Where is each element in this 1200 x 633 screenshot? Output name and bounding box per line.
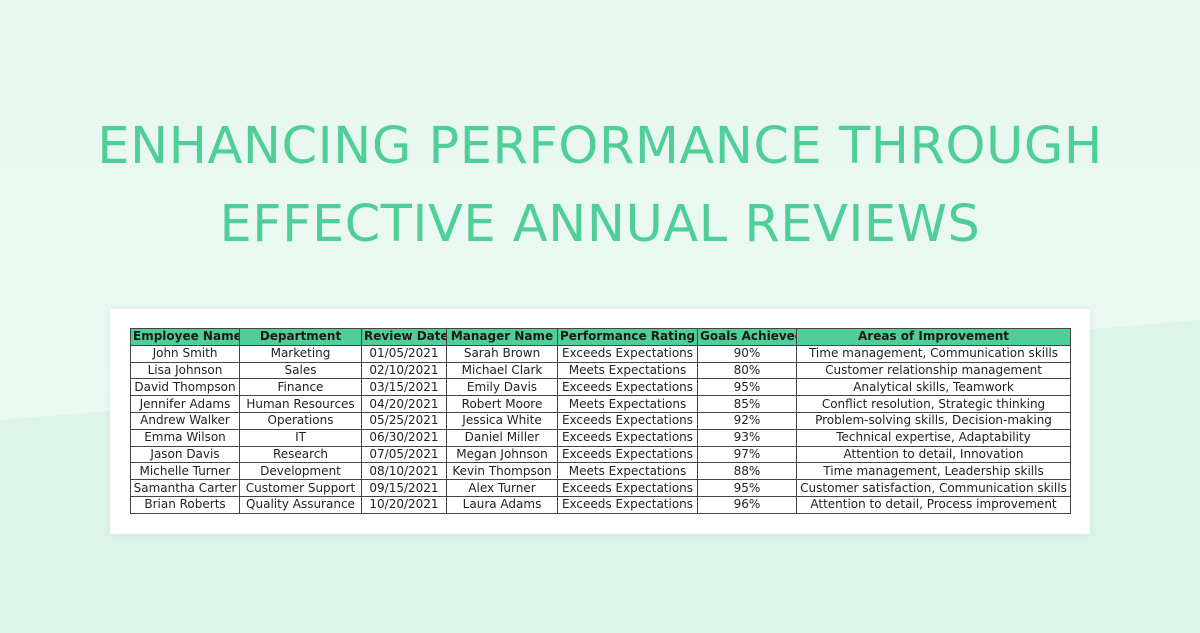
cell-areas-of-improvement[interactable]: Conflict resolution, Strategic thinking	[796, 395, 1071, 413]
cell-manager-name[interactable]: Michael Clark	[446, 361, 558, 380]
cell-areas-of-improvement[interactable]: Attention to detail, Process improvement	[796, 495, 1071, 514]
column-header-goals-achieved: Goals Achieved	[697, 328, 797, 346]
cell-review-date[interactable]: 06/30/2021	[361, 428, 447, 447]
cell-goals-achieved[interactable]: 97%	[697, 445, 797, 464]
table-row: John Smith Marketing 01/05/2021 Sarah Brown…	[130, 344, 1071, 363]
table-row: Lisa Johnson Sales 02/10/2021 Michael Clark…	[130, 361, 1071, 380]
cell-performance-rating[interactable]: Exceeds Expectations	[557, 495, 698, 514]
cell-department[interactable]: Quality Assurance	[239, 495, 362, 514]
table-row: Samantha Carter Customer Support 09/15/202…	[130, 479, 1071, 497]
cell-goals-achieved[interactable]: 85%	[697, 395, 797, 413]
cell-areas-of-improvement[interactable]: Time management, Leadership skills	[796, 462, 1071, 481]
column-header-areas-of-improvement: Areas of Improvement	[796, 328, 1071, 346]
cell-employee-name[interactable]: Brian Roberts	[130, 495, 240, 514]
column-header-performance-rating: Performance Rating	[557, 328, 698, 346]
cell-goals-achieved[interactable]: 95%	[697, 479, 797, 497]
cell-manager-name[interactable]: Emily Davis	[446, 378, 558, 397]
cell-review-date[interactable]: 04/20/2021	[361, 395, 447, 413]
cell-manager-name[interactable]: Megan Johnson	[446, 445, 558, 464]
cell-manager-name[interactable]: Laura Adams	[446, 495, 558, 514]
cell-employee-name[interactable]: Andrew Walker	[130, 411, 240, 430]
cell-goals-achieved[interactable]: 93%	[697, 428, 797, 447]
table-row: Jennifer Adams Human Resources 04/20/2021 R…	[130, 395, 1071, 413]
cell-goals-achieved[interactable]: 90%	[697, 344, 797, 363]
cell-performance-rating[interactable]: Exceeds Expectations	[557, 344, 698, 363]
cell-employee-name[interactable]: John Smith	[130, 344, 240, 363]
cell-review-date[interactable]: 01/05/2021	[361, 344, 447, 363]
cell-employee-name[interactable]: Samantha Carter	[130, 479, 240, 497]
cell-performance-rating[interactable]: Meets Expectations	[557, 395, 698, 413]
table-row: Michelle Turner Development 08/10/2021 Kevi…	[130, 462, 1071, 481]
cell-department[interactable]: Research	[239, 445, 362, 464]
table-row: Emma Wilson IT 06/30/2021 Daniel Miller Exce…	[130, 428, 1071, 447]
cell-areas-of-improvement[interactable]: Attention to detail, Innovation	[796, 445, 1071, 464]
cell-review-date[interactable]: 02/10/2021	[361, 361, 447, 380]
cell-performance-rating[interactable]: Exceeds Expectations	[557, 428, 698, 447]
cell-review-date[interactable]: 05/25/2021	[361, 411, 447, 430]
cell-areas-of-improvement[interactable]: Time management, Communication skills	[796, 344, 1071, 363]
cell-areas-of-improvement[interactable]: Problem-solving skills, Decision-making	[796, 411, 1071, 430]
table-row: Brian Roberts Quality Assurance 10/20/2021…	[130, 495, 1071, 514]
table-row: David Thompson Finance 03/15/2021 Emily Dav…	[130, 378, 1071, 397]
cell-review-date[interactable]: 08/10/2021	[361, 462, 447, 481]
cell-goals-achieved[interactable]: 88%	[697, 462, 797, 481]
cell-performance-rating[interactable]: Exceeds Expectations	[557, 411, 698, 430]
cell-manager-name[interactable]: Daniel Miller	[446, 428, 558, 447]
cell-performance-rating[interactable]: Exceeds Expectations	[557, 479, 698, 497]
table-header-row: Employee Name Department Review Date Man…	[130, 328, 1071, 346]
table-body: John Smith Marketing 01/05/2021 Sarah Brown…	[130, 344, 1071, 514]
cell-manager-name[interactable]: Robert Moore	[446, 395, 558, 413]
spreadsheet-card: Employee Name Department Review Date Man…	[110, 309, 1090, 534]
column-header-manager-name: Manager Name	[446, 328, 558, 346]
page-title-line-1: ENHANCING PERFORMANCE THROUGH	[97, 117, 1103, 176]
cell-employee-name[interactable]: Lisa Johnson	[130, 361, 240, 380]
cell-department[interactable]: Customer Support	[239, 479, 362, 497]
cell-goals-achieved[interactable]: 95%	[697, 378, 797, 397]
cell-goals-achieved[interactable]: 96%	[697, 495, 797, 514]
cell-areas-of-improvement[interactable]: Customer relationship management	[796, 361, 1071, 380]
performance-review-table: Employee Name Department Review Date Man…	[130, 328, 1071, 514]
cell-department[interactable]: Development	[239, 462, 362, 481]
page-title: ENHANCING PERFORMANCE THROUGH EFFECTIVE …	[0, 108, 1200, 264]
cell-employee-name[interactable]: Jason Davis	[130, 445, 240, 464]
cell-manager-name[interactable]: Kevin Thompson	[446, 462, 558, 481]
cell-department[interactable]: Operations	[239, 411, 362, 430]
cell-performance-rating[interactable]: Exceeds Expectations	[557, 378, 698, 397]
column-header-review-date: Review Date	[361, 328, 447, 346]
cell-review-date[interactable]: 10/20/2021	[361, 495, 447, 514]
page-title-line-2: EFFECTIVE ANNUAL REVIEWS	[219, 195, 981, 254]
cell-manager-name[interactable]: Sarah Brown	[446, 344, 558, 363]
cell-performance-rating[interactable]: Exceeds Expectations	[557, 445, 698, 464]
cell-employee-name[interactable]: Jennifer Adams	[130, 395, 240, 413]
cell-manager-name[interactable]: Jessica White	[446, 411, 558, 430]
cell-areas-of-improvement[interactable]: Analytical skills, Teamwork	[796, 378, 1071, 397]
column-header-employee-name: Employee Name	[130, 328, 240, 346]
cell-goals-achieved[interactable]: 92%	[697, 411, 797, 430]
cell-employee-name[interactable]: Emma Wilson	[130, 428, 240, 447]
cell-review-date[interactable]: 03/15/2021	[361, 378, 447, 397]
cell-department[interactable]: Marketing	[239, 344, 362, 363]
column-header-department: Department	[239, 328, 362, 346]
cell-department[interactable]: Human Resources	[239, 395, 362, 413]
cell-performance-rating[interactable]: Meets Expectations	[557, 361, 698, 380]
cell-department[interactable]: IT	[239, 428, 362, 447]
cell-department[interactable]: Finance	[239, 378, 362, 397]
table-row: Jason Davis Research 07/05/2021 Megan Johns…	[130, 445, 1071, 464]
cell-manager-name[interactable]: Alex Turner	[446, 479, 558, 497]
cell-department[interactable]: Sales	[239, 361, 362, 380]
cell-areas-of-improvement[interactable]: Customer satisfaction, Communication ski…	[796, 479, 1071, 497]
cell-review-date[interactable]: 09/15/2021	[361, 479, 447, 497]
cell-areas-of-improvement[interactable]: Technical expertise, Adaptability	[796, 428, 1071, 447]
cell-employee-name[interactable]: David Thompson	[130, 378, 240, 397]
cell-employee-name[interactable]: Michelle Turner	[130, 462, 240, 481]
cell-goals-achieved[interactable]: 80%	[697, 361, 797, 380]
cell-performance-rating[interactable]: Meets Expectations	[557, 462, 698, 481]
cell-review-date[interactable]: 07/05/2021	[361, 445, 447, 464]
table-row: Andrew Walker Operations 05/25/2021 Jessica…	[130, 411, 1071, 430]
